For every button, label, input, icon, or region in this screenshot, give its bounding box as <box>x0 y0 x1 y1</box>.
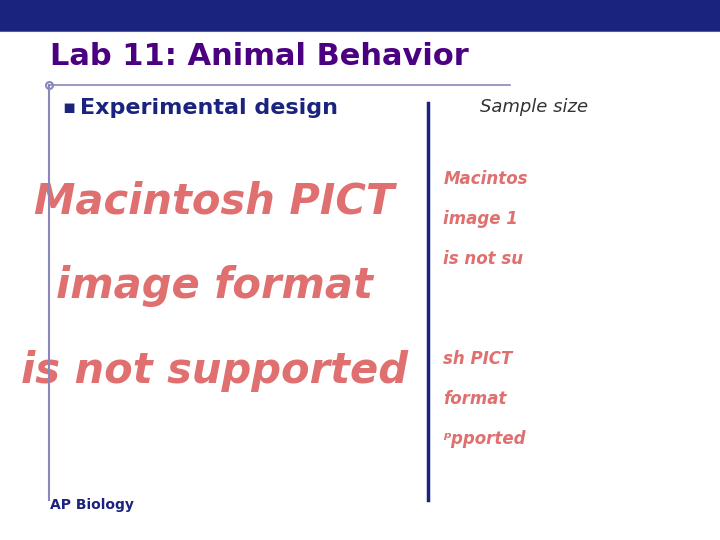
Text: ᵖpported: ᵖpported <box>444 430 526 448</box>
Text: Macintosh PICT: Macintosh PICT <box>34 180 395 222</box>
Text: format: format <box>444 390 507 408</box>
Text: is not supported: is not supported <box>21 350 408 392</box>
Text: Macintos: Macintos <box>444 170 528 188</box>
Text: Sample size: Sample size <box>480 98 588 116</box>
Text: AP Biology: AP Biology <box>50 498 134 512</box>
Text: ▪: ▪ <box>62 98 76 117</box>
Text: is not su: is not su <box>444 250 523 268</box>
Text: Lab 11: Animal Behavior: Lab 11: Animal Behavior <box>50 42 469 71</box>
Text: image 1: image 1 <box>444 210 518 228</box>
Text: image format: image format <box>55 265 373 307</box>
Text: sh PICT: sh PICT <box>444 350 513 368</box>
Bar <box>0 0 720 30</box>
Text: Experimental design: Experimental design <box>80 98 338 118</box>
